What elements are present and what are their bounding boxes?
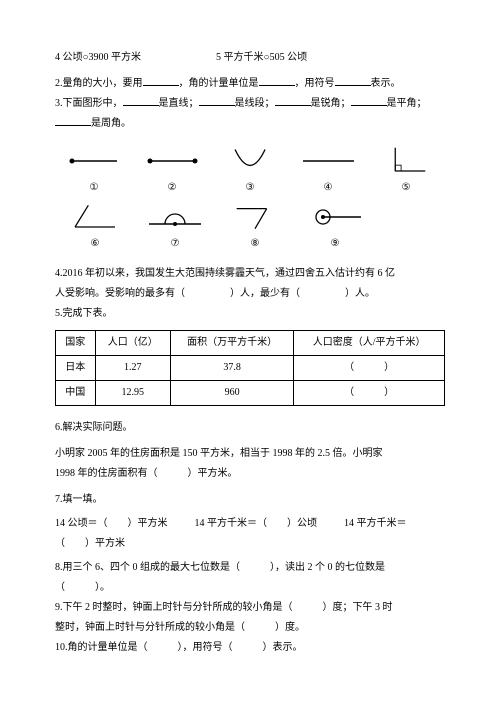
q2-row: 2.量角的大小，要用 ，角的计量单位是 ，用符号 表示。 xyxy=(55,76,445,92)
q7-d: （ ）平方米 xyxy=(55,538,125,549)
th-density: 人口密度（人/平方千米） xyxy=(294,331,445,356)
q3-d: 是平角； xyxy=(387,98,427,109)
q4-l2a: 人受影响。受影响的最多有（ xyxy=(55,288,185,299)
q7-body: 14 公顷＝（ ）平方米 14 平方千米＝（ ）公顷 14 平方千米＝ xyxy=(55,516,445,532)
diag-label-8: ⑧ xyxy=(251,236,260,252)
cell: 960 xyxy=(170,381,293,406)
cell: 1.27 xyxy=(95,356,170,381)
diag-1: ① xyxy=(64,146,124,196)
q7-body2: （ ）平方米 xyxy=(55,536,445,552)
diag-8: ⑧ xyxy=(225,202,285,252)
q7-a: 14 公顷＝（ ）平方米 xyxy=(55,518,168,529)
diag-label-7: ⑦ xyxy=(171,236,180,252)
th-pop: 人口（亿） xyxy=(95,331,170,356)
cell: （ ） xyxy=(294,356,445,381)
q3-b: 是线段； xyxy=(235,98,275,109)
worksheet-page: { "q1": { "left": "4 公顷○3900 平方米", "righ… xyxy=(0,0,500,690)
q8-l1: 8.用三个 6、四个 0 组成的最大七位数是（ ），读出 2 个 0 的七位数是 xyxy=(55,560,445,576)
diag-label-5: ⑤ xyxy=(402,180,411,196)
diag-7: ⑦ xyxy=(145,202,205,252)
table-row: 中国 12.95 960 （ ） xyxy=(56,381,445,406)
cell: （ ） xyxy=(294,381,445,406)
q6: 6.解决实际问题。 xyxy=(55,420,445,436)
diag-label-9: ⑨ xyxy=(331,236,340,252)
q4-l2: 人受影响。受影响的最多有（ ）人，最少有（ ）人。 xyxy=(55,286,445,302)
q7-c: 14 平方千米＝ xyxy=(344,518,407,529)
diagram-area: ① ② ③ ④ xyxy=(55,146,445,252)
diag-6: ⑥ xyxy=(65,202,125,252)
q2-p1: 2.量角的大小，要用 xyxy=(55,78,143,89)
q3-row2: 是周角。 xyxy=(55,116,445,132)
q7-b: 14 平方千米＝（ ）公顷 xyxy=(195,518,318,529)
diag-label-6: ⑥ xyxy=(91,236,100,252)
table-header-row: 国家 人口（亿） 面积（万平方千米） 人口密度（人/平方千米） xyxy=(56,331,445,356)
cell: 37.8 xyxy=(170,356,293,381)
q9-l1: 9.下午 2 时整时，钟面上时针与分针所成的较小角是（ ）度；下午 3 时 xyxy=(55,600,445,616)
q4-l2b: ）人，最少有（ xyxy=(230,288,300,299)
q1-left: 4 公顷○3900 平方米 xyxy=(55,52,141,63)
q4-l2c: ）人。 xyxy=(345,288,375,299)
q2-p4: 表示。 xyxy=(371,78,401,89)
diag-4: ④ xyxy=(298,146,358,196)
q3-e: 是周角。 xyxy=(91,118,131,129)
table-row: 日本 1.27 37.8 （ ） xyxy=(56,356,445,381)
q1-row: 4 公顷○3900 平方米 5 平方千米○505 公顷 xyxy=(55,50,445,66)
th-area: 面积（万平方千米） xyxy=(170,331,293,356)
q5: 5.完成下表。 xyxy=(55,306,445,322)
q4-l1: 4.2016 年初以来，我国发生大范围持续雾霾天气，通过四舍五入估计约有 6 亿 xyxy=(55,266,445,282)
diag-3: ③ xyxy=(220,146,280,196)
cell: 中国 xyxy=(56,381,96,406)
q10: 10.角的计量单位是（ ），用符号（ ）表示。 xyxy=(55,640,445,656)
population-table: 国家 人口（亿） 面积（万平方千米） 人口密度（人/平方千米） 日本 1.27 … xyxy=(55,330,445,406)
q6-l2: 1998 年的住房面积有（ ）平方米。 xyxy=(55,466,445,482)
diag-row-1: ① ② ③ ④ xyxy=(55,146,445,196)
q3-row: 3.下面图形中， 是直线； 是线段； 是锐角； 是平角； xyxy=(55,96,445,112)
q9-l2: 整时，钟面上时针与分针所成的较小角是（ ）度。 xyxy=(55,620,445,636)
q3-a: 是直线； xyxy=(159,98,199,109)
diag-label-2: ② xyxy=(168,180,177,196)
q1-right: 5 平方千米○505 公顷 xyxy=(216,52,307,63)
cell: 日本 xyxy=(56,356,96,381)
q3-p0: 3.下面图形中， xyxy=(55,98,123,109)
q2-p3: ，用符号 xyxy=(295,78,335,89)
diag-9: ⑨ xyxy=(305,202,365,252)
diag-row-2: ⑥ ⑦ ⑧ ⑨ xyxy=(55,202,445,252)
diag-label-3: ③ xyxy=(246,180,255,196)
q3-c: 是锐角； xyxy=(311,98,351,109)
cell: 12.95 xyxy=(95,381,170,406)
q2-p2: ，角的计量单位是 xyxy=(179,78,259,89)
diag-label-1: ① xyxy=(90,180,99,196)
q6-l1: 小明家 2005 年的住房面积是 150 平方米，相当于 1998 年的 2.5… xyxy=(55,446,445,462)
diag-label-4: ④ xyxy=(324,180,333,196)
diag-2: ② xyxy=(142,146,202,196)
diag-5: ⑤ xyxy=(376,146,436,196)
q8-l2: （ ）。 xyxy=(55,580,445,596)
th-country: 国家 xyxy=(56,331,96,356)
q7: 7.填一填。 xyxy=(55,492,445,508)
